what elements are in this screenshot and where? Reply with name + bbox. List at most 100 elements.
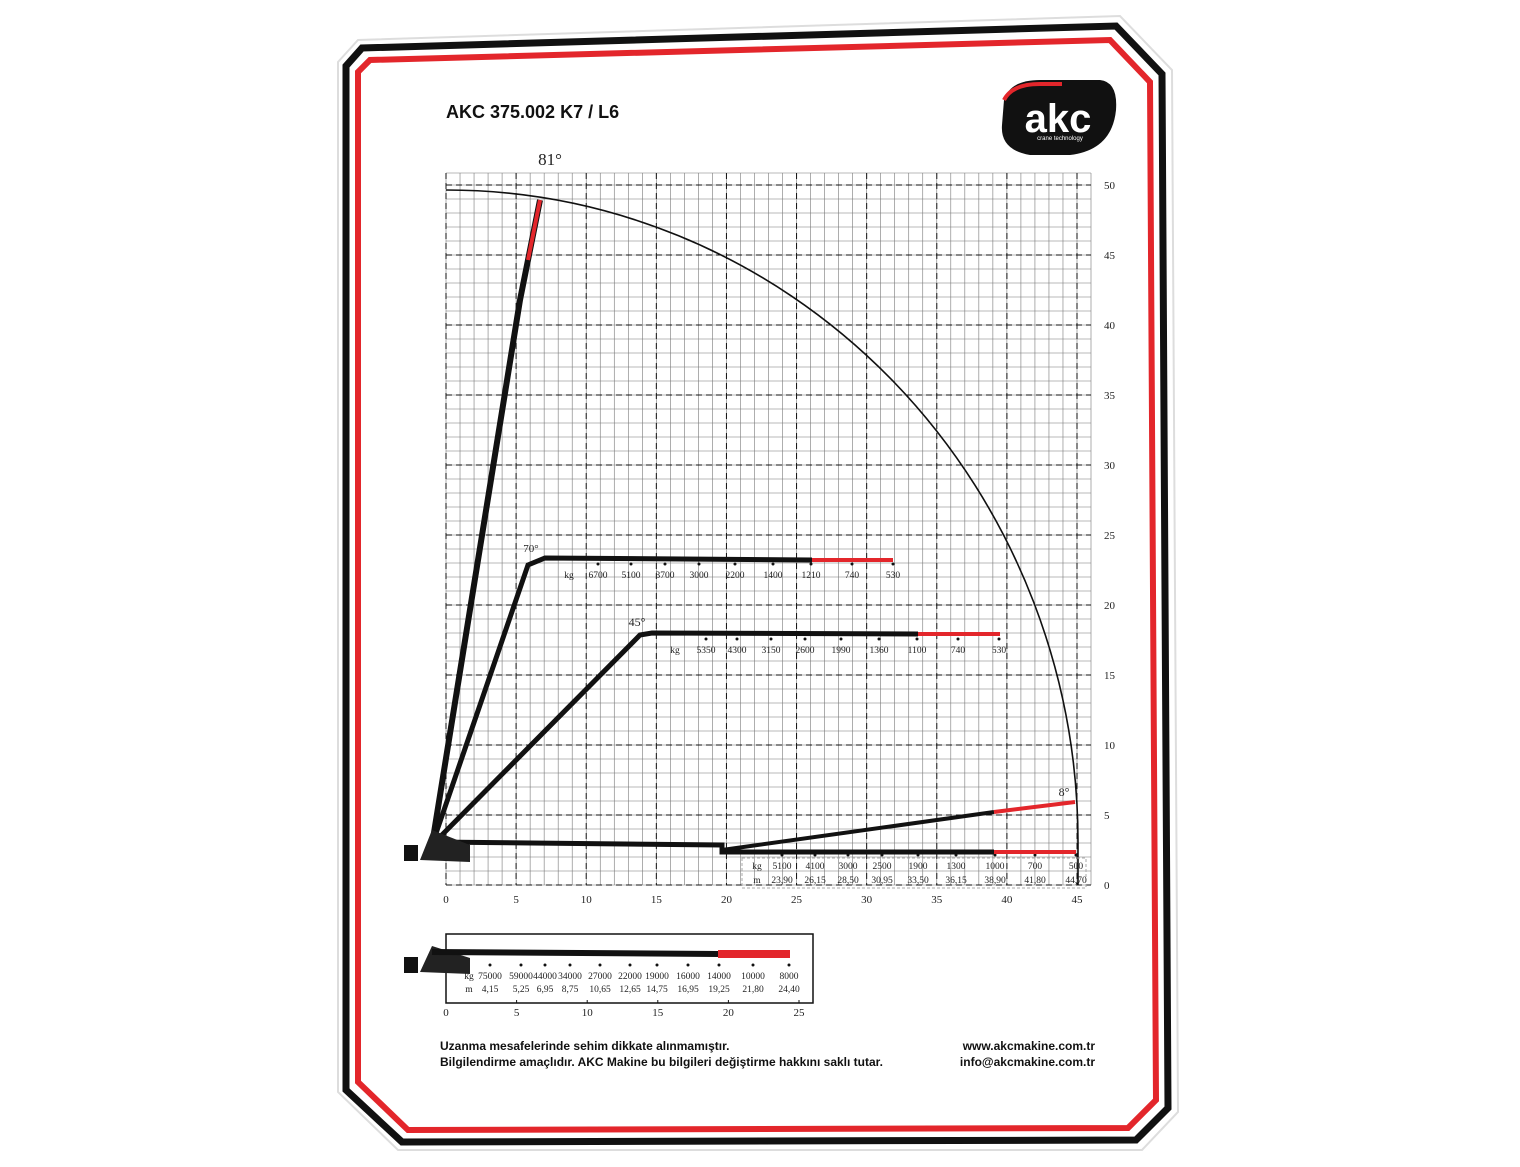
x-tick-label: 20 (721, 894, 733, 906)
reach-label: 14,75 (646, 985, 668, 995)
website: www.akcmakine.com.tr (962, 1039, 1096, 1053)
y-tick-label: 50 (1104, 180, 1116, 192)
load-label: 59000 (509, 972, 533, 982)
load-dot (771, 562, 775, 566)
load-dot (733, 562, 737, 566)
load-dot (1074, 853, 1078, 857)
black-frame (342, 22, 1172, 1146)
y-tick-label: 20 (1104, 600, 1116, 612)
load-label: 530 (886, 571, 901, 581)
load-dot (629, 562, 633, 566)
load-label: 27000 (588, 972, 612, 982)
load-label: 740 (845, 571, 860, 581)
load-label: 3150 (762, 646, 781, 656)
load-label: 1000 (986, 862, 1005, 872)
load-dot (877, 637, 881, 641)
load-label: 1210 (802, 571, 821, 581)
load-dot (787, 963, 791, 967)
unit-label: kg (670, 646, 680, 656)
y-tick-label: 30 (1104, 460, 1116, 472)
load-label: 1400 (764, 571, 783, 581)
y-tick-label: 25 (1104, 530, 1116, 542)
logo-text: akc (1025, 97, 1092, 141)
reach-label: 41,80 (1024, 876, 1046, 886)
reach-label: 19,25 (708, 985, 730, 995)
reach-arc (445, 189, 1079, 885)
reach-label: 21,80 (742, 985, 764, 995)
load-dot (751, 963, 755, 967)
load-dot (697, 562, 701, 566)
y-tick-label: 10 (1104, 740, 1116, 752)
load-label: 3000 (690, 571, 709, 581)
load-dot (997, 637, 1001, 641)
logo-tagline: crane technology (1037, 136, 1083, 142)
x-tick-label: 10 (581, 894, 593, 906)
load-dot (568, 963, 572, 967)
load-dot (956, 637, 960, 641)
logo: akc crane technology (1001, 80, 1117, 155)
load-dot (596, 562, 600, 566)
load-label: 5100 (773, 862, 792, 872)
load-dot (655, 963, 659, 967)
reach-label: 8,75 (562, 985, 579, 995)
title: AKC 375.002 K7 / L6 (446, 102, 619, 122)
load-dot (735, 637, 739, 641)
load-dot (663, 562, 667, 566)
load-label: 1990 (832, 646, 851, 656)
email: info@akcmakine.com.tr (960, 1055, 1095, 1069)
load-label: 1900 (909, 862, 928, 872)
x-tick-label: 10 (582, 1007, 594, 1019)
reach-label: 33,50 (907, 876, 929, 886)
note: Bilgilendirme amaçlıdır. AKC Makine bu b… (440, 1055, 883, 1069)
load-label: 34000 (558, 972, 582, 982)
note: Uzanma mesafelerinde sehim dikkate alınm… (440, 1039, 729, 1053)
reach-label: 38,90 (984, 876, 1006, 886)
load-label: 4300 (728, 646, 747, 656)
load-dot (839, 637, 843, 641)
reach-label: 6,95 (537, 985, 554, 995)
x-tick-label: 0 (443, 894, 449, 906)
load-label: 5350 (697, 646, 716, 656)
x-tick-label: 35 (931, 894, 943, 906)
load-label: 19000 (645, 972, 669, 982)
reach-label: 28,50 (837, 876, 859, 886)
load-label: 530 (992, 646, 1007, 656)
load-dot (993, 853, 997, 857)
x-tick-label: 45 (1072, 894, 1084, 906)
x-tick-label: 25 (794, 1007, 806, 1019)
load-label: 5100 (622, 571, 641, 581)
x-tick-label: 40 (1001, 894, 1013, 906)
reach-label: 23,90 (771, 876, 793, 886)
unit-label: m (753, 876, 761, 886)
x-tick-label: 30 (861, 894, 873, 906)
y-tick-label: 35 (1104, 390, 1116, 402)
load-label: 16000 (676, 972, 700, 982)
x-tick-label: 15 (651, 894, 663, 906)
angle-label: 81° (538, 150, 562, 169)
load-dot (891, 562, 895, 566)
load-label: 740 (951, 646, 966, 656)
load-label: 1300 (947, 862, 966, 872)
load-label: 22000 (618, 972, 642, 982)
load-dot (543, 963, 547, 967)
reach-label: 44,70 (1065, 876, 1087, 886)
load-label: 2600 (796, 646, 815, 656)
x-tick-label: 15 (652, 1007, 664, 1019)
angle-label: 8° (1059, 785, 1070, 799)
x-tick-label: 25 (791, 894, 803, 906)
x-tick-label: 0 (443, 1007, 449, 1019)
bottom-boom (404, 933, 814, 1004)
reach-label: 36,15 (945, 876, 967, 886)
y-tick-label: 15 (1104, 670, 1116, 682)
grid (445, 172, 1092, 886)
y-tick-label: 0 (1104, 880, 1110, 892)
load-dot (628, 963, 632, 967)
load-dot (809, 562, 813, 566)
load-dot (803, 637, 807, 641)
load-label: 44000 (533, 972, 557, 982)
load-dot (598, 963, 602, 967)
load-dot (519, 963, 523, 967)
load-dot (686, 963, 690, 967)
